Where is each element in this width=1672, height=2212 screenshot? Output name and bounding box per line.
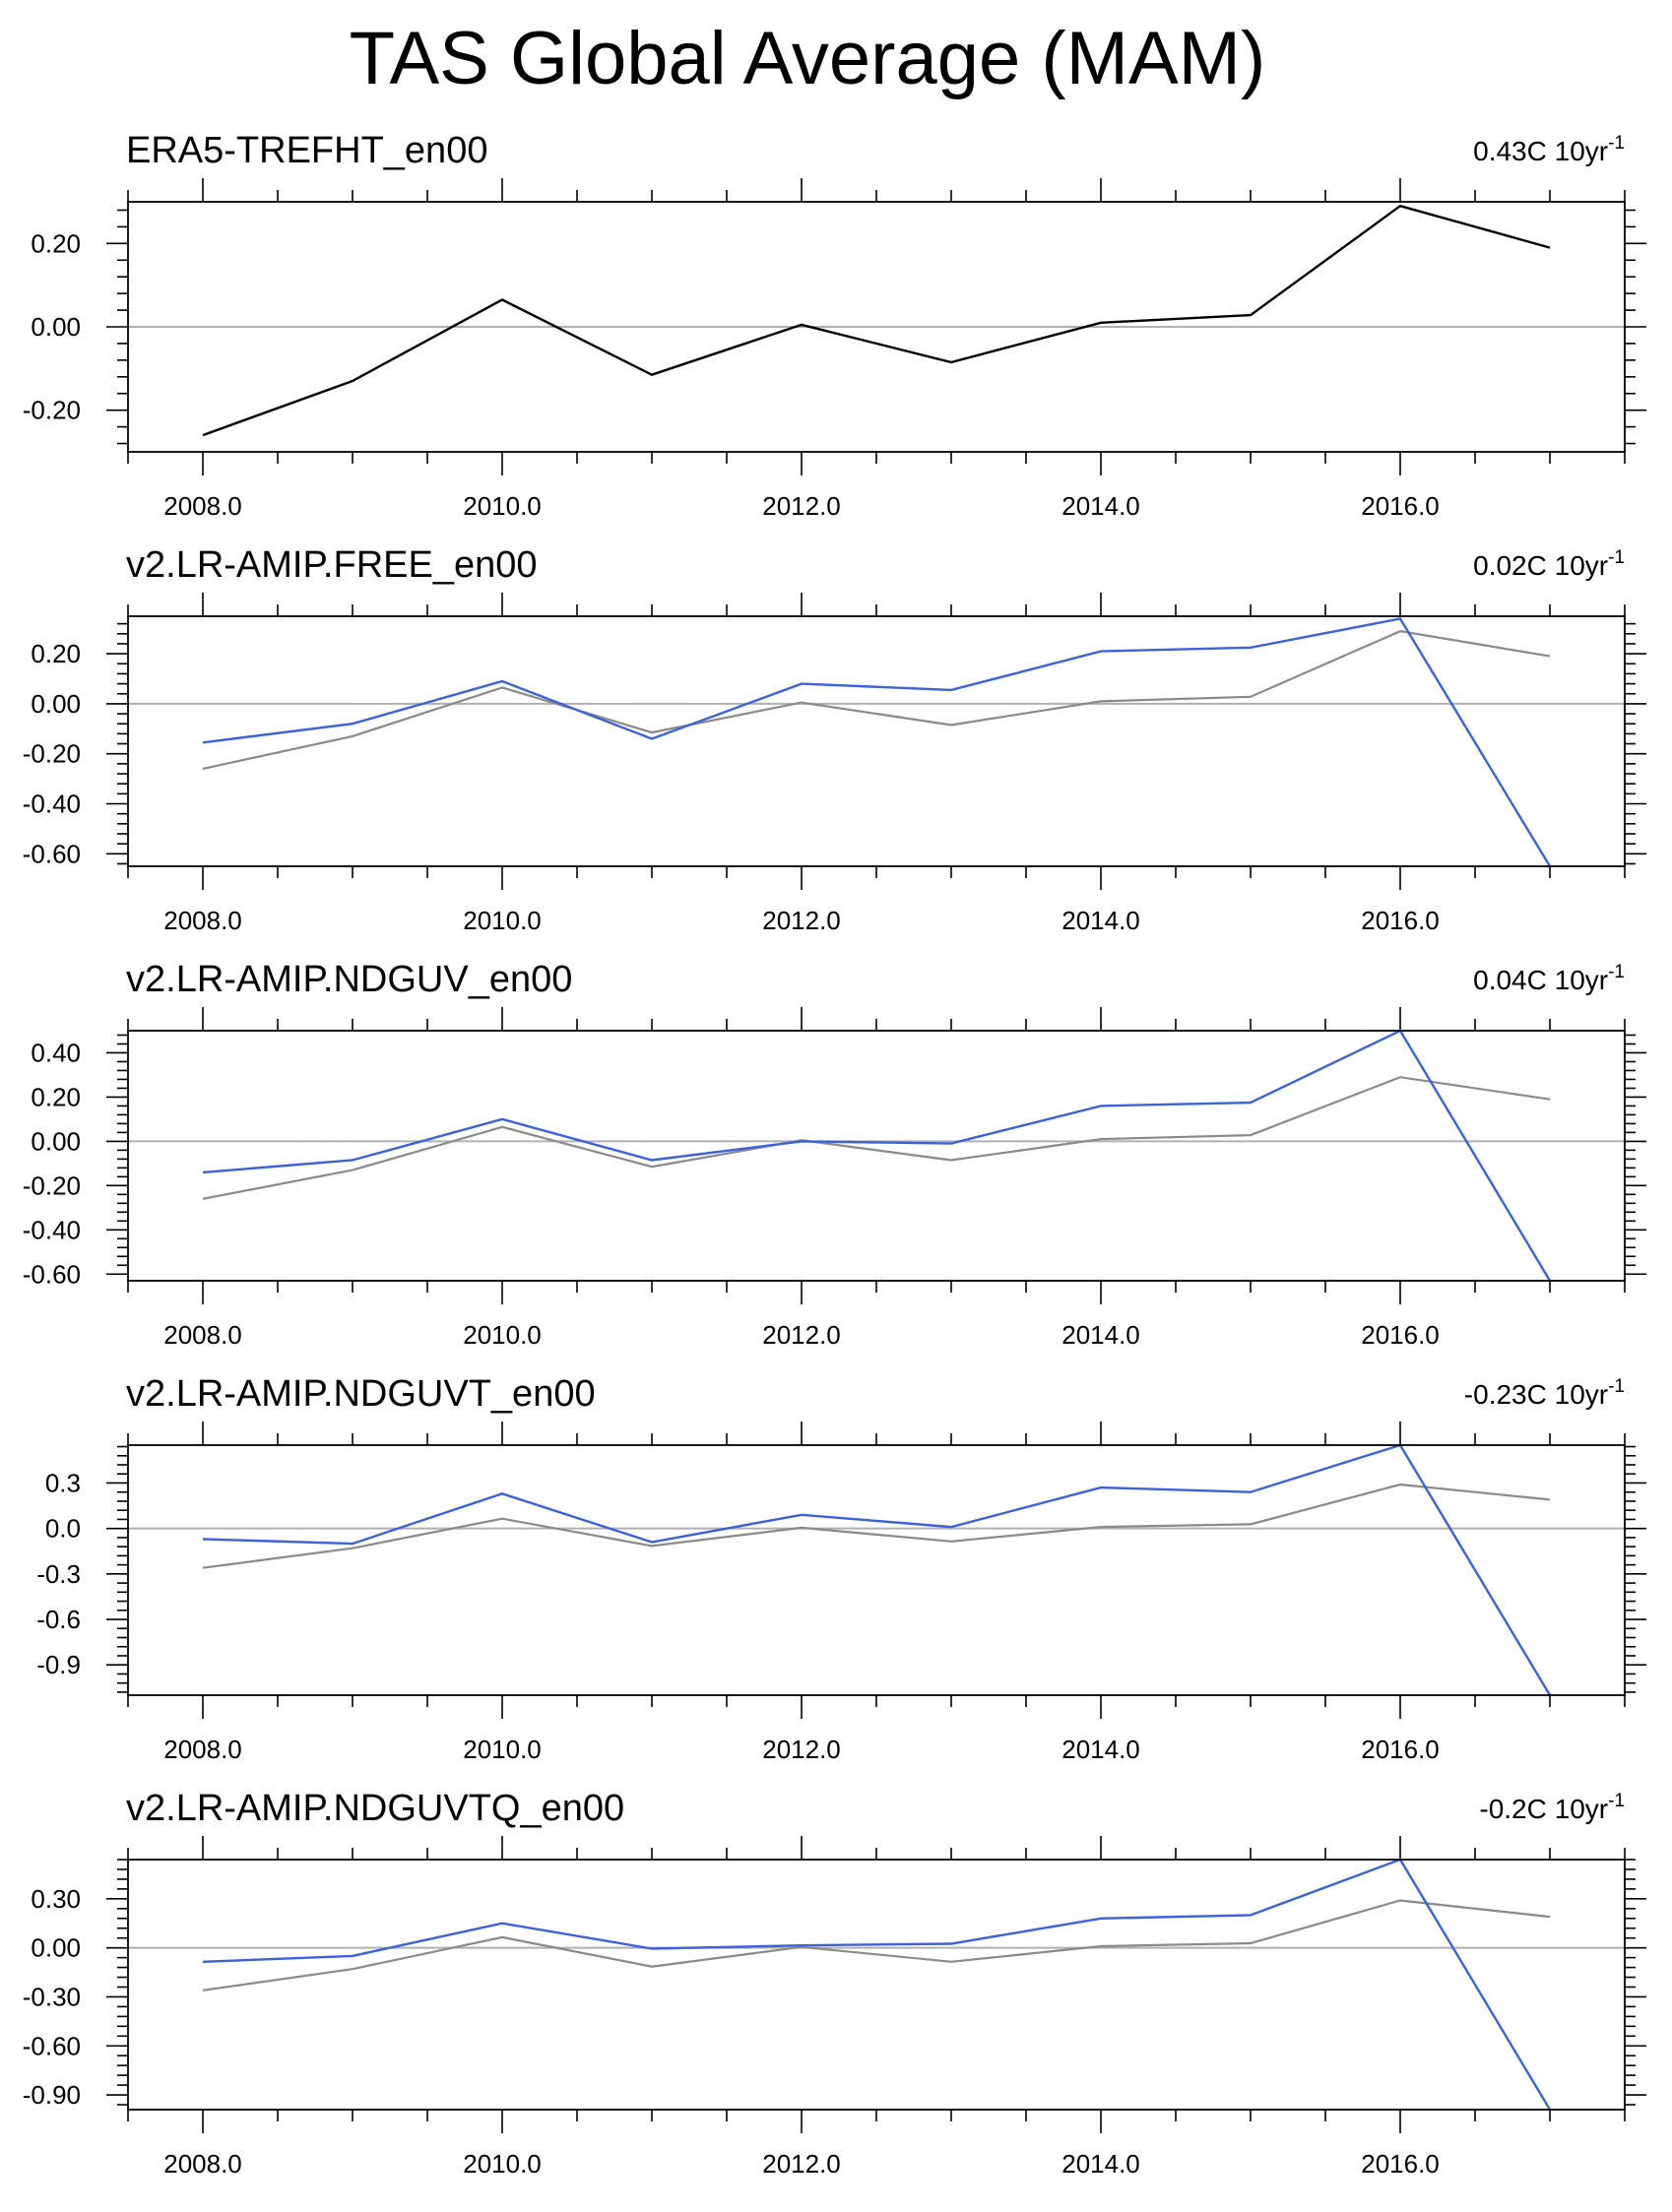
trend-value: 0.43C 10yr bbox=[1473, 136, 1608, 166]
page-title: TAS Global Average (MAM) bbox=[349, 17, 1266, 100]
x-tick-label: 2010.0 bbox=[463, 491, 542, 521]
trend-exponent: -1 bbox=[1608, 547, 1625, 568]
y-tick-label: -0.20 bbox=[23, 739, 81, 769]
trend-exponent: -1 bbox=[1608, 1376, 1625, 1397]
series-line-obs_overlay bbox=[202, 630, 1551, 770]
y-tick-label: -0.9 bbox=[36, 1650, 81, 1679]
trend-label: 0.02C 10yr-1 bbox=[1473, 547, 1625, 581]
series-line-model bbox=[202, 1858, 1552, 2111]
trend-value: 0.02C 10yr bbox=[1473, 550, 1608, 581]
y-tick-label: 0.0 bbox=[45, 1514, 81, 1544]
plot-frame bbox=[127, 1030, 1626, 1282]
series-line-obs_overlay bbox=[202, 1899, 1551, 1991]
y-tick-label: 0.00 bbox=[31, 312, 81, 342]
x-tick-label: 2008.0 bbox=[163, 491, 242, 521]
x-tick-label: 2014.0 bbox=[1061, 906, 1140, 935]
y-tick-label: -0.20 bbox=[23, 396, 81, 425]
y-tick-label: -0.60 bbox=[23, 1259, 81, 1289]
x-tick-label: 2008.0 bbox=[163, 1735, 242, 1764]
trend-exponent: -1 bbox=[1608, 133, 1625, 154]
chart-title: v2.LR-AMIP.FREE_en00 bbox=[126, 544, 538, 586]
y-tick-label: -0.6 bbox=[36, 1605, 81, 1634]
x-tick-label: 2010.0 bbox=[463, 1320, 542, 1350]
y-tick-label: -0.40 bbox=[23, 790, 81, 819]
x-tick-label: 2014.0 bbox=[1061, 1735, 1140, 1764]
chart-panel-1: ERA5-TREFHT_en00 0.43C 10yr-1 2008.0 2010.0… bbox=[23, 130, 1646, 521]
chart-panel-4: v2.LR-AMIP.NDGUVT_en00 -0.23C 10yr-1 2008.… bbox=[36, 1373, 1646, 1764]
x-tick-label: 2016.0 bbox=[1361, 491, 1440, 521]
x-tick-label: 2012.0 bbox=[762, 906, 841, 935]
y-tick-label: 0.00 bbox=[31, 1126, 81, 1156]
trend-label: -0.23C 10yr-1 bbox=[1464, 1376, 1625, 1410]
series-line-obs bbox=[202, 204, 1551, 437]
x-tick-label: 2016.0 bbox=[1361, 1735, 1440, 1764]
series-line-model bbox=[202, 617, 1552, 867]
y-tick-label: -0.40 bbox=[23, 1215, 81, 1244]
trend-label: 0.43C 10yr-1 bbox=[1473, 133, 1625, 166]
x-tick-label: 2016.0 bbox=[1361, 1320, 1440, 1350]
plot-frame bbox=[127, 1444, 1626, 1696]
chart-title: v2.LR-AMIP.NDGUVTQ_en00 bbox=[126, 1788, 624, 1829]
x-tick-label: 2014.0 bbox=[1061, 2149, 1140, 2179]
series-line-model bbox=[202, 1443, 1552, 1696]
plot-frame bbox=[127, 615, 1626, 867]
x-tick-label: 2010.0 bbox=[463, 1735, 542, 1764]
x-tick-label: 2012.0 bbox=[762, 2149, 841, 2179]
trend-value: -0.2C 10yr bbox=[1479, 1794, 1608, 1824]
series-line-model bbox=[202, 1029, 1552, 1282]
chart-panel-5: v2.LR-AMIP.NDGUVTQ_en00 -0.2C 10yr-1 2008.… bbox=[23, 1788, 1646, 2179]
chart-panel-2: v2.LR-AMIP.FREE_en00 0.02C 10yr-1 2008.0 20… bbox=[23, 544, 1646, 935]
x-tick-label: 2010.0 bbox=[463, 2149, 542, 2179]
y-tick-label: 0.30 bbox=[31, 1884, 81, 1914]
y-tick-label: 0.20 bbox=[31, 228, 81, 258]
y-tick-label: 0.40 bbox=[31, 1038, 81, 1067]
x-tick-label: 2008.0 bbox=[163, 906, 242, 935]
x-tick-label: 2012.0 bbox=[762, 1735, 841, 1764]
y-tick-label: 0.20 bbox=[31, 1082, 81, 1111]
chart-title: ERA5-TREFHT_en00 bbox=[126, 130, 487, 171]
x-tick-label: 2008.0 bbox=[163, 1320, 242, 1350]
y-tick-label: -0.30 bbox=[23, 1982, 81, 2011]
x-tick-label: 2014.0 bbox=[1061, 1320, 1140, 1350]
y-tick-label: -0.20 bbox=[23, 1170, 81, 1200]
x-tick-label: 2016.0 bbox=[1361, 2149, 1440, 2179]
series-line-obs_overlay bbox=[202, 1076, 1551, 1200]
y-tick-label: -0.3 bbox=[36, 1559, 81, 1589]
y-tick-label: 0.3 bbox=[45, 1468, 81, 1497]
x-tick-label: 2012.0 bbox=[762, 1320, 841, 1350]
y-tick-label: 0.00 bbox=[31, 689, 81, 719]
trend-value: 0.04C 10yr bbox=[1473, 965, 1608, 995]
chart-title: v2.LR-AMIP.NDGUV_en00 bbox=[126, 959, 572, 1000]
trend-label: 0.04C 10yr-1 bbox=[1473, 962, 1625, 995]
x-tick-label: 2008.0 bbox=[163, 2149, 242, 2179]
x-tick-label: 2012.0 bbox=[762, 491, 841, 521]
chart-title: v2.LR-AMIP.NDGUVT_en00 bbox=[126, 1373, 596, 1415]
trend-exponent: -1 bbox=[1608, 962, 1625, 982]
chart-panel-3: v2.LR-AMIP.NDGUV_en00 0.04C 10yr-1 2008.0 2… bbox=[23, 959, 1646, 1350]
x-tick-label: 2010.0 bbox=[463, 906, 542, 935]
y-tick-label: -0.60 bbox=[23, 839, 81, 868]
x-tick-label: 2016.0 bbox=[1361, 906, 1440, 935]
series-line-obs_overlay bbox=[202, 1483, 1551, 1569]
y-tick-label: -0.60 bbox=[23, 2031, 81, 2060]
plot-frame bbox=[127, 1859, 1626, 2111]
plot-frame bbox=[127, 201, 1626, 453]
x-tick-label: 2014.0 bbox=[1061, 491, 1140, 521]
y-tick-label: 0.20 bbox=[31, 639, 81, 668]
trend-value: -0.23C 10yr bbox=[1464, 1379, 1608, 1410]
y-tick-label: -0.90 bbox=[23, 2080, 81, 2110]
y-tick-label: 0.00 bbox=[31, 1933, 81, 1963]
trend-exponent: -1 bbox=[1608, 1791, 1625, 1811]
trend-label: -0.2C 10yr-1 bbox=[1479, 1791, 1625, 1824]
